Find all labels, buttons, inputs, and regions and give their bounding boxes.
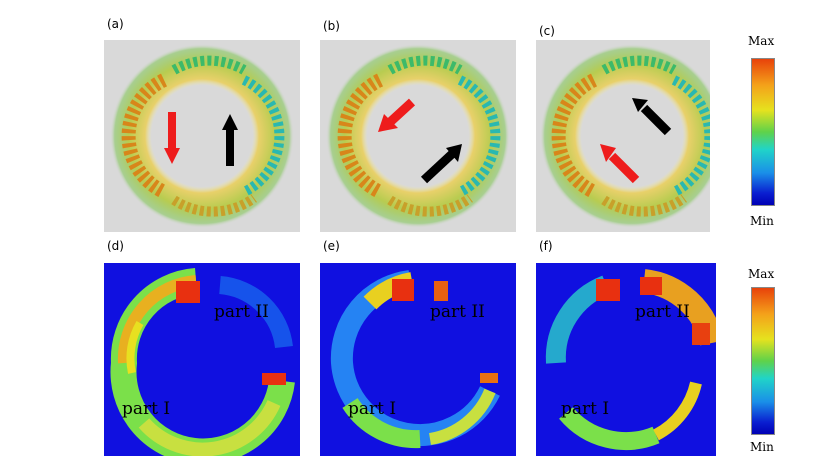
vector-field-image-b	[326, 44, 510, 228]
black-arrow-icon	[632, 98, 672, 136]
panel-label-c: (c)	[539, 24, 555, 38]
field-panel-f	[536, 263, 716, 456]
part-2-label-d: part II	[214, 302, 269, 322]
black-arrow-icon	[222, 114, 238, 166]
vector-field-image-c	[540, 44, 710, 228]
panel-label-d: (d)	[107, 239, 124, 253]
colorbar-bottom-max-label: Max	[748, 267, 775, 281]
panel-label-a: (a)	[107, 17, 124, 31]
colorbar-top-max-label: Max	[748, 34, 775, 48]
part-2-label-f: part II	[635, 302, 690, 322]
red-arrow-icon	[378, 98, 416, 132]
panel-label-f: (f)	[539, 239, 553, 253]
colorbar-top-min-label: Min	[750, 214, 774, 228]
field-image-d	[110, 268, 295, 456]
red-arrow-icon	[600, 144, 640, 184]
part-1-label-e: part I	[348, 399, 397, 419]
vector-field-panel-b	[320, 40, 516, 232]
vector-field-panel-a	[104, 40, 300, 232]
field-panel-d	[104, 263, 300, 456]
colorbar-bottom	[751, 287, 775, 435]
part-2-label-e: part II	[430, 302, 485, 322]
black-arrow-icon	[420, 144, 462, 184]
vector-field-panel-c	[536, 40, 710, 232]
colorbar-bottom-min-label: Min	[750, 440, 774, 454]
red-arrow-icon	[164, 112, 180, 164]
colorbar-top	[751, 58, 775, 206]
field-image-e	[330, 270, 500, 449]
part-1-label-f: part I	[561, 399, 610, 419]
field-panel-e	[320, 263, 516, 456]
panel-label-b: (b)	[323, 19, 340, 33]
part-1-label-d: part I	[122, 399, 171, 419]
panel-label-e: (e)	[323, 239, 340, 253]
field-image-f	[545, 269, 716, 450]
vector-field-image-a	[110, 44, 294, 228]
